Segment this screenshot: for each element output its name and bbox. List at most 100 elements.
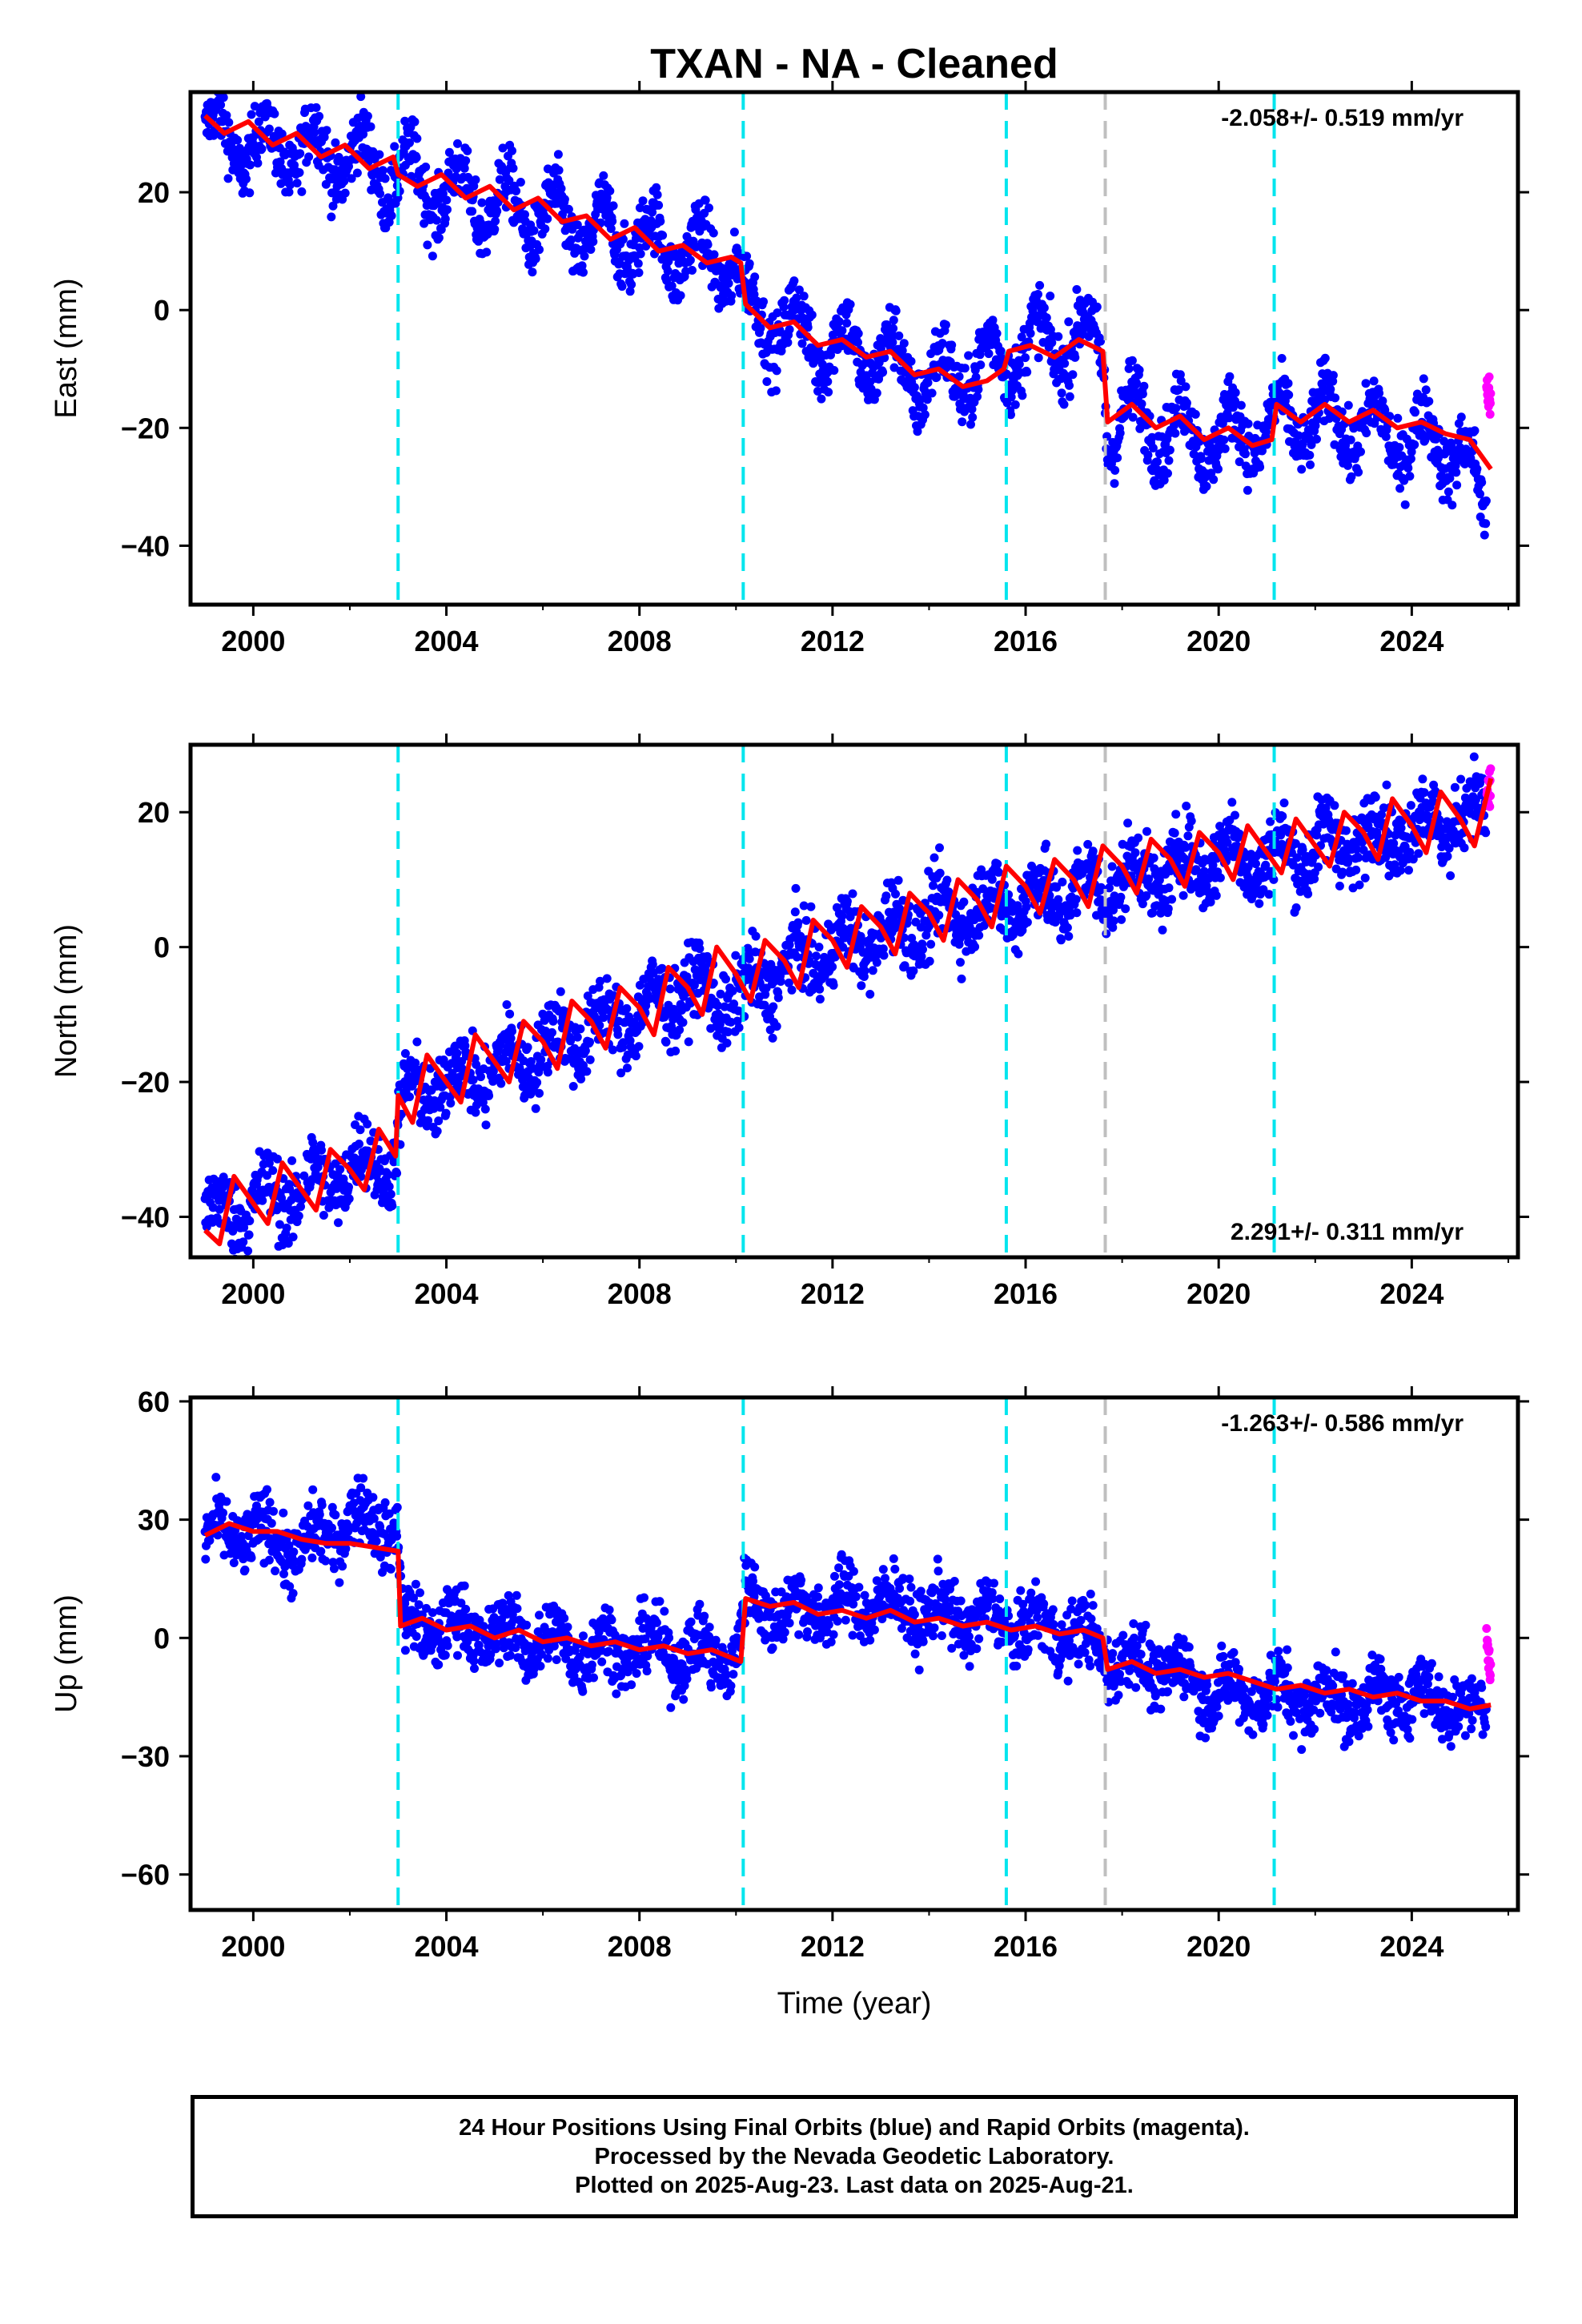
east-final-orbit-point bbox=[560, 195, 569, 204]
north-final-orbit-point bbox=[536, 1055, 546, 1064]
east-final-orbit-point bbox=[920, 410, 930, 420]
up-final-orbit-point bbox=[265, 1498, 275, 1507]
north-final-orbit-point bbox=[837, 911, 847, 921]
north-final-orbit-point bbox=[412, 1037, 422, 1047]
east-final-orbit-point bbox=[463, 146, 472, 155]
east-final-orbit-point bbox=[315, 111, 324, 121]
north-final-orbit-point bbox=[970, 942, 980, 951]
east-final-orbit-point bbox=[842, 319, 852, 328]
east-final-orbit-point bbox=[531, 254, 540, 263]
north-final-orbit-point bbox=[1251, 859, 1260, 869]
east-final-orbit-point bbox=[797, 339, 807, 348]
east-final-orbit-point bbox=[400, 116, 410, 126]
north-x-tick-label: 2000 bbox=[221, 1277, 285, 1310]
north-final-orbit-point bbox=[830, 952, 840, 962]
north-final-orbit-point bbox=[829, 980, 838, 990]
east-final-orbit-point bbox=[783, 338, 793, 348]
east-final-orbit-point bbox=[520, 210, 529, 219]
east-final-orbit-point bbox=[652, 183, 661, 192]
up-plot-area bbox=[200, 1397, 1496, 1910]
east-final-orbit-point bbox=[334, 152, 343, 162]
north-final-orbit-point bbox=[1481, 828, 1491, 838]
north-final-orbit-point bbox=[731, 951, 741, 960]
north-final-orbit-point bbox=[548, 1027, 556, 1037]
east-model-line bbox=[203, 114, 1493, 471]
east-final-orbit-point bbox=[829, 366, 839, 375]
east-final-orbit-point bbox=[246, 160, 255, 170]
east-final-orbit-point bbox=[444, 147, 454, 157]
north-final-orbit-point bbox=[258, 1196, 267, 1205]
north-final-orbit-point bbox=[671, 1046, 681, 1055]
east-final-orbit-point bbox=[1421, 385, 1431, 395]
east-final-orbit-point bbox=[1068, 370, 1078, 380]
east-final-orbit-point bbox=[216, 100, 226, 110]
north-final-orbit-point bbox=[1014, 949, 1023, 959]
east-final-orbit-point bbox=[1447, 441, 1456, 451]
north-final-orbit-point bbox=[1013, 901, 1022, 911]
north-final-orbit-point bbox=[287, 1156, 297, 1165]
east-final-orbit-point bbox=[498, 143, 508, 153]
north-final-orbit-point bbox=[1259, 885, 1268, 895]
east-final-orbit-point bbox=[564, 204, 573, 214]
east-final-orbit-point bbox=[1447, 501, 1457, 510]
east-final-orbit-point bbox=[799, 292, 809, 301]
north-final-orbit-point bbox=[335, 1164, 345, 1174]
east-final-orbit-point bbox=[535, 245, 544, 255]
east-final-orbit-point bbox=[482, 247, 492, 257]
north-final-orbit-point bbox=[1338, 867, 1347, 877]
north-final-orbit-point bbox=[1052, 883, 1062, 892]
up-final-orbit-point bbox=[279, 1508, 288, 1518]
north-final-orbit-point bbox=[355, 1140, 363, 1148]
north-final-orbit-point bbox=[599, 1013, 608, 1023]
east-final-orbit-point bbox=[834, 317, 844, 327]
east-final-orbit-point bbox=[254, 117, 263, 127]
north-final-orbit-point bbox=[543, 1068, 552, 1077]
east-final-orbit-point bbox=[966, 420, 975, 429]
up-final-orbit-point bbox=[440, 1651, 450, 1660]
east-final-orbit-point bbox=[1181, 382, 1191, 392]
north-final-orbit-point bbox=[568, 1082, 578, 1091]
panels-group: 2000 2004 2008 2012 2016 2020 2024−40−20020Eas… bbox=[50, 81, 1529, 1963]
east-final-orbit-point bbox=[685, 255, 695, 265]
north-final-orbit-point bbox=[1022, 903, 1031, 912]
north-final-orbit-point bbox=[1405, 847, 1415, 857]
east-final-orbit-point bbox=[636, 249, 645, 259]
north-final-orbit-point bbox=[935, 868, 945, 878]
east-final-orbit-point bbox=[1182, 398, 1191, 408]
north-x-tick-label: 2012 bbox=[801, 1277, 865, 1310]
north-final-orbit-point bbox=[1419, 788, 1429, 798]
east-final-orbit-point bbox=[967, 404, 977, 414]
north-final-orbit-point bbox=[1396, 823, 1406, 833]
east-final-orbit-point bbox=[1410, 440, 1419, 449]
north-final-orbit-point bbox=[572, 1032, 582, 1042]
east-final-orbit-point bbox=[1328, 371, 1338, 380]
east-final-orbit-point bbox=[1369, 376, 1379, 386]
east-final-orbit-point bbox=[1170, 428, 1180, 438]
east-final-orbit-point bbox=[1092, 302, 1102, 312]
east-final-orbit-point bbox=[762, 377, 772, 386]
north-final-orbit-point bbox=[263, 1171, 271, 1180]
east-final-orbit-point bbox=[771, 386, 781, 396]
north-final-orbit-point bbox=[865, 990, 875, 999]
up-final-orbit-point bbox=[240, 1565, 250, 1574]
east-final-orbit-point bbox=[1406, 454, 1415, 464]
north-final-orbit-point bbox=[379, 1188, 388, 1197]
north-final-orbit-point bbox=[1390, 860, 1399, 870]
east-final-orbit-point bbox=[405, 138, 414, 147]
north-final-orbit-point bbox=[990, 887, 998, 897]
east-final-orbit-point bbox=[556, 183, 566, 193]
up-final-orbit-point bbox=[317, 1500, 327, 1510]
east-final-orbit-point bbox=[792, 293, 801, 303]
north-final-orbit-point bbox=[508, 1027, 516, 1036]
east-final-orbit-point bbox=[727, 291, 737, 300]
up-final-orbit-point bbox=[453, 1651, 462, 1660]
up-final-orbit-point bbox=[422, 1603, 431, 1613]
east-y-tick-label: −40 bbox=[121, 529, 170, 562]
east-final-orbit-point bbox=[701, 195, 710, 205]
east-final-orbit-point bbox=[1343, 460, 1352, 470]
east-final-orbit-point bbox=[588, 237, 598, 247]
up-final-orbit-point bbox=[327, 1523, 336, 1533]
north-final-orbit-point bbox=[1138, 899, 1147, 909]
north-final-orbit-point bbox=[734, 1023, 744, 1032]
